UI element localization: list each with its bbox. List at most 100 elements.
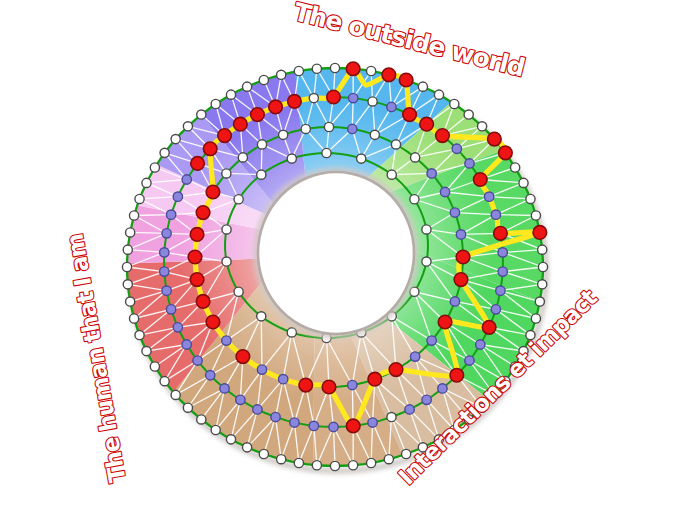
wheel-node-white: [123, 245, 132, 254]
wheel-node-purple: [484, 192, 493, 201]
wheel-node-white: [160, 148, 169, 157]
wheel-node-white: [126, 297, 135, 306]
wheel-node-red: [436, 129, 450, 143]
wheel-node-white: [277, 455, 286, 464]
wheel-node-purple: [452, 144, 461, 153]
wheel-node-purple: [440, 187, 449, 196]
wheel-node-white: [526, 194, 535, 203]
wheel-node-red: [234, 117, 248, 131]
wheel-node-white: [129, 211, 138, 220]
wheel-node-red: [346, 419, 360, 433]
wheel-node-white: [183, 403, 192, 412]
wheel-node-purple: [182, 175, 191, 184]
wheel-node-white: [259, 449, 268, 458]
wheel-node-red: [399, 73, 413, 87]
wheel-node-purple: [498, 267, 507, 276]
wheel-node-purple: [278, 374, 287, 383]
wheel-node-purple: [422, 395, 431, 404]
wheel-node-purple: [329, 422, 338, 431]
mesh-line: [496, 215, 536, 216]
mesh-line: [261, 316, 262, 369]
wheel-node-white: [122, 262, 131, 271]
wheel-node-red: [368, 372, 382, 386]
wheel-node-white: [287, 328, 296, 337]
wheel-node-purple: [438, 384, 447, 393]
wheel-node-purple: [491, 210, 500, 219]
wheel-node-purple: [222, 336, 231, 345]
wheel-node-white: [129, 314, 138, 323]
wheel-node-white: [150, 362, 159, 371]
wheel-node-purple: [206, 371, 215, 380]
wheel-node-purple: [456, 230, 465, 239]
wheel-node-white: [234, 195, 243, 204]
wheel-node-white: [279, 130, 288, 139]
wheel-node-purple: [162, 286, 171, 295]
wheel-node-red: [488, 132, 502, 146]
wheel-node-red: [346, 62, 360, 76]
wheel-node-red: [203, 142, 217, 156]
wheel-node-white: [464, 110, 473, 119]
wheel-node-white: [211, 425, 220, 434]
wheel-node-white: [135, 194, 144, 203]
wheel-node-purple: [465, 159, 474, 168]
wheel-node-white: [257, 140, 266, 149]
wheel-node-white: [538, 280, 547, 289]
wheel-node-white: [142, 347, 151, 356]
wheel-node-white: [238, 153, 247, 162]
life-wheel-figure: The outside world The human that I am In…: [0, 0, 677, 511]
wheel-node-white: [160, 377, 169, 386]
wheel-node-red: [382, 68, 396, 82]
wheel-node-purple: [348, 93, 357, 102]
wheel-node-white: [519, 178, 528, 187]
wheel-node-white: [150, 163, 159, 172]
wheel-node-purple: [257, 365, 266, 374]
wheel-node-white: [234, 287, 243, 296]
wheel-node-white: [387, 170, 396, 179]
wheel-node-white: [322, 148, 331, 157]
wheel-node-white: [312, 64, 321, 73]
wheel-node-red: [454, 273, 468, 287]
wheel-node-red: [450, 368, 464, 382]
wheel-node-purple: [290, 418, 299, 427]
wheel-node-white: [422, 225, 431, 234]
wheel-node-white: [384, 455, 393, 464]
wheel-node-red: [327, 90, 341, 104]
wheel-node-red: [206, 185, 220, 199]
wheel-node-white: [257, 170, 266, 179]
wheel-node-purple: [368, 418, 377, 427]
wheel-node-purple: [182, 340, 191, 349]
wheel-node-white: [171, 134, 180, 143]
wheel-node-purple: [162, 229, 171, 238]
wheel-node-white: [171, 390, 180, 399]
wheel-node-white: [197, 110, 206, 119]
wheel-node-white: [183, 122, 192, 131]
wheel-node-purple: [405, 405, 414, 414]
wheel-node-purple: [496, 286, 505, 295]
wheel-node-white: [197, 415, 206, 424]
wheel-node-white: [477, 122, 486, 131]
wheel-node-white: [243, 82, 252, 91]
wheel-node-white: [294, 66, 303, 75]
wheel-node-purple: [166, 305, 175, 314]
wheel-node-red: [190, 273, 204, 287]
wheel-node-purple: [465, 356, 474, 365]
wheel-node-white: [357, 154, 366, 163]
wheel-node-white: [277, 70, 286, 79]
wheel-node-red: [269, 100, 283, 114]
wheel-node-red: [456, 250, 470, 264]
wheel-node-purple: [410, 352, 419, 361]
wheel-node-red: [206, 315, 220, 329]
wheel-node-white: [410, 287, 419, 296]
wheel-node-purple: [348, 380, 357, 389]
wheel-node-red: [389, 363, 403, 377]
wheel-node-white: [222, 225, 231, 234]
wheel-node-red: [196, 295, 210, 309]
wheel-node-purple: [476, 340, 485, 349]
wheel-node-red: [322, 380, 336, 394]
wheel-node-white: [450, 99, 459, 108]
wheel-node-purple: [236, 395, 245, 404]
hole-ellipse: [258, 172, 414, 334]
mesh-line: [130, 232, 166, 233]
wheel-node-white: [410, 195, 419, 204]
wheel-node-red: [236, 350, 250, 364]
